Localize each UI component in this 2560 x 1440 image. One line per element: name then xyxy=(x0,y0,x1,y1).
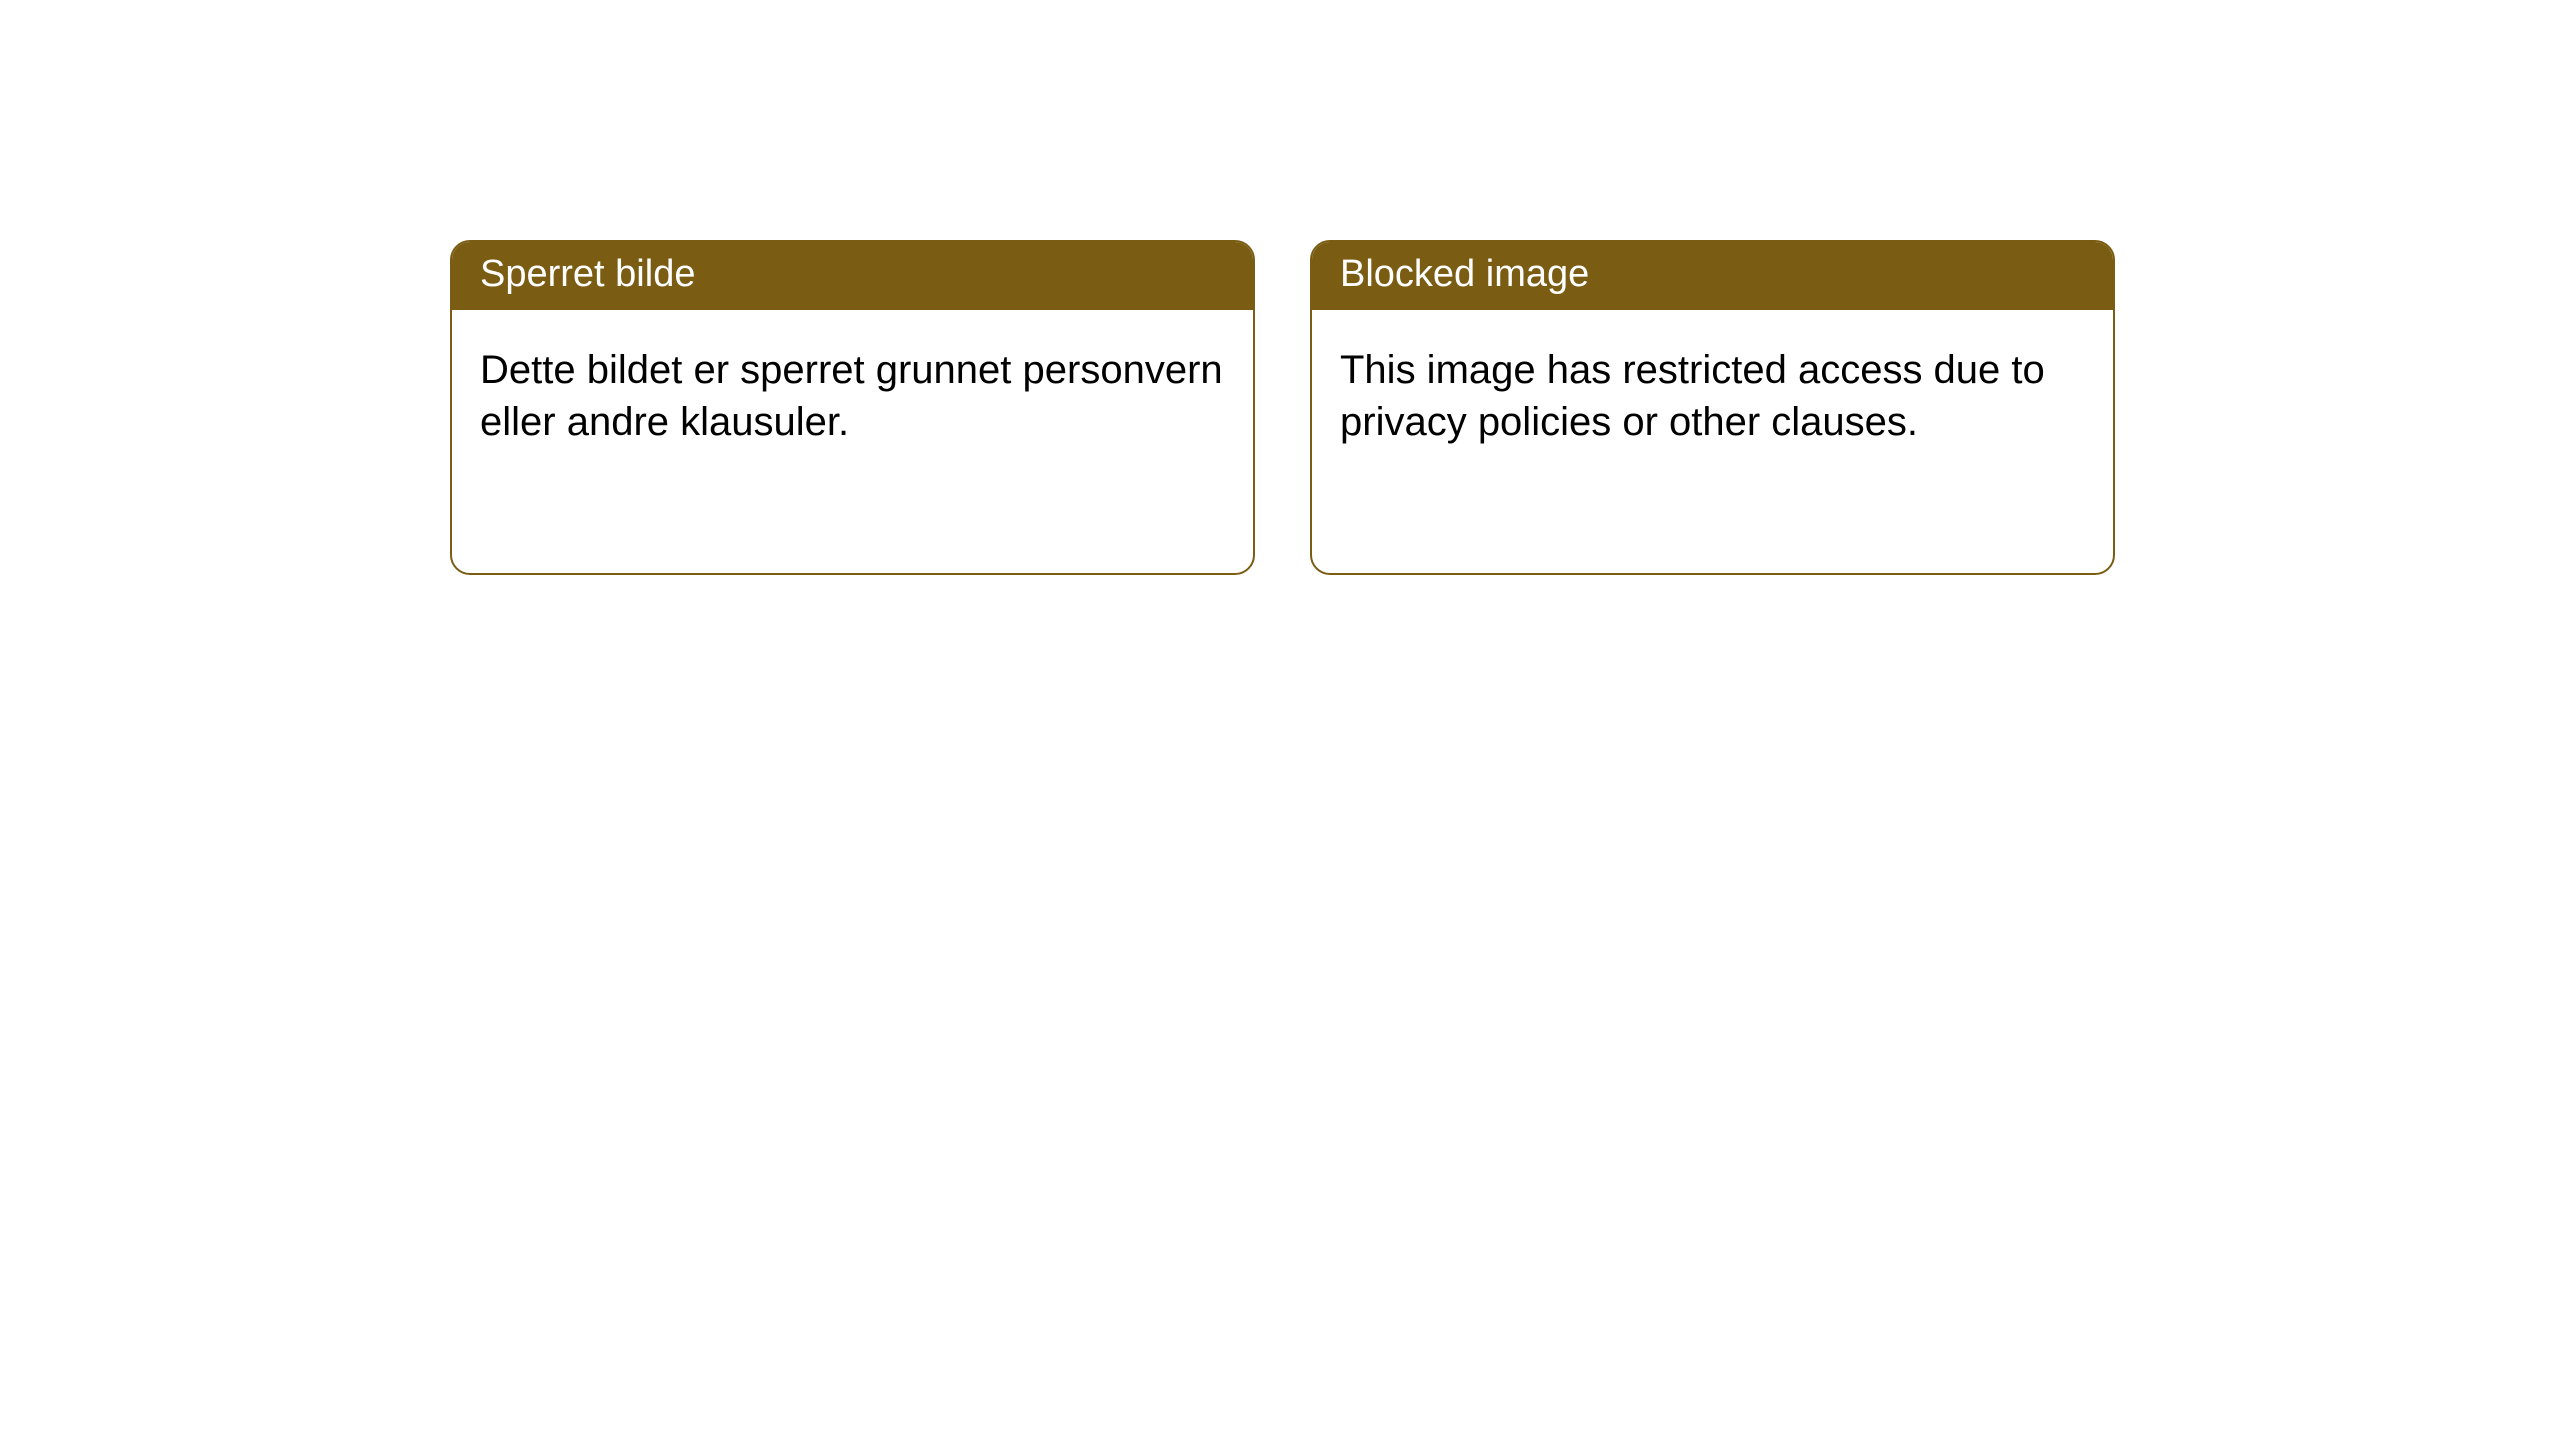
notice-title: Blocked image xyxy=(1340,253,1589,295)
notice-body: This image has restricted access due to … xyxy=(1312,310,2113,482)
notice-title: Sperret bilde xyxy=(480,253,695,295)
notice-body: Dette bildet er sperret grunnet personve… xyxy=(452,310,1253,482)
notice-header: Sperret bilde xyxy=(452,242,1253,310)
notice-container: Sperret bilde Dette bildet er sperret gr… xyxy=(450,240,2115,575)
notice-card-english: Blocked image This image has restricted … xyxy=(1310,240,2115,575)
notice-header: Blocked image xyxy=(1312,242,2113,310)
notice-message: Dette bildet er sperret grunnet personve… xyxy=(480,348,1223,444)
notice-card-norwegian: Sperret bilde Dette bildet er sperret gr… xyxy=(450,240,1255,575)
notice-message: This image has restricted access due to … xyxy=(1340,348,2045,444)
